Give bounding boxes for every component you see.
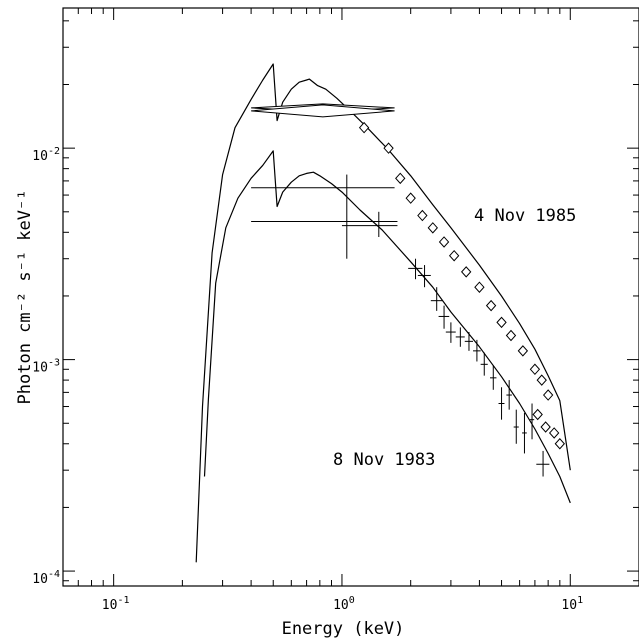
data-point-1983	[251, 174, 398, 259]
tick-labels: 10-1 100 101 10-4 10-3 10-2	[32, 146, 583, 613]
data-point-1985	[405, 192, 416, 204]
data-point-1985	[505, 329, 517, 342]
data-point-1983	[522, 412, 527, 454]
x-tick-label: 10-1	[102, 595, 130, 613]
annotation-1983: 8 Nov 1983	[333, 450, 435, 470]
data-point-1983	[506, 380, 512, 410]
data-point-1985	[395, 172, 406, 185]
y-tick-label: 10-4	[32, 569, 60, 587]
data-point-1985	[540, 421, 551, 433]
data-point-1983	[536, 450, 550, 477]
data-point-1985	[548, 427, 560, 439]
data-point-1983	[498, 387, 505, 420]
data-point-1985	[536, 374, 547, 386]
annotation-1985: 4 Nov 1985	[474, 206, 576, 226]
data-point-1985	[358, 121, 370, 134]
model-curves	[195, 63, 571, 563]
data-point-1985	[417, 209, 428, 222]
data-point-1983	[529, 403, 535, 440]
data-point-1983	[445, 322, 456, 343]
plot-frame	[62, 7, 639, 587]
data-points	[251, 103, 565, 477]
data-point-1983	[464, 332, 474, 351]
data-point-1983	[417, 265, 431, 288]
data-point-1983	[455, 327, 465, 347]
data-point-1985	[529, 363, 541, 376]
data-point-1983	[473, 339, 481, 362]
data-point-1983	[430, 287, 443, 311]
data-point-1985	[542, 389, 554, 401]
data-point-1983	[489, 365, 497, 390]
axis-ticks	[62, 8, 639, 586]
data-point-1985	[461, 266, 472, 278]
data-point-1985	[383, 142, 394, 154]
x-tick-label: 100	[333, 595, 355, 613]
data-point-1985	[427, 222, 438, 234]
data-point-1985	[474, 281, 485, 293]
data-point-1985	[532, 408, 543, 421]
data-point-1985	[438, 236, 450, 248]
data-point-1985	[554, 438, 565, 450]
data-point-1983	[480, 352, 488, 376]
data-point-1985	[485, 299, 497, 312]
x-tick-label: 101	[561, 595, 583, 613]
data-point-1985	[517, 345, 529, 357]
y-tick-label: 10-2	[32, 146, 60, 164]
data-point-1983	[438, 305, 450, 329]
data-point-1983	[341, 211, 398, 238]
data-point-1983	[513, 409, 519, 444]
y-axis-title: Photon cm⁻² s⁻¹ keV⁻¹	[15, 190, 35, 405]
model-curve-1983	[203, 150, 571, 504]
x-axis-title: Energy (keV)	[282, 619, 405, 639]
data-point-1983	[408, 258, 423, 280]
model-curve-1985	[195, 63, 571, 563]
data-point-1985	[448, 249, 460, 262]
wide-bin-1985	[251, 104, 395, 118]
data-point-1985	[496, 316, 507, 329]
y-tick-label: 10-3	[32, 358, 60, 376]
